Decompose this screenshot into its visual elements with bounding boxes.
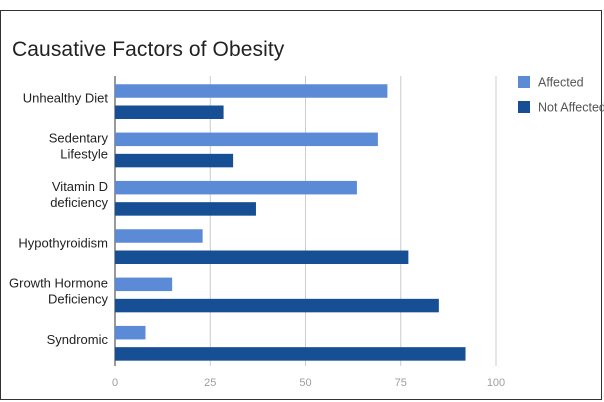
chart-frame: [0, 10, 602, 400]
legend: Affected Not Affected: [518, 76, 604, 115]
bar-affected: [115, 325, 146, 340]
bar-not-affected: [115, 250, 409, 264]
bar-affected: [115, 132, 378, 147]
x-tick-label: 0: [112, 377, 118, 389]
x-tick-labels: 0 25 50 75 100: [112, 377, 505, 389]
x-tick-label: 25: [204, 377, 216, 389]
x-tick-label: 75: [395, 377, 407, 389]
category-label: Unhealthy Diet: [23, 90, 109, 105]
x-tick-label: 100: [487, 377, 505, 389]
category-label: Growth Hormone: [9, 276, 108, 291]
category-label: Deficiency: [48, 292, 108, 307]
gridlines: [114, 76, 497, 366]
bar-affected: [115, 229, 203, 243]
chart-title: Causative Factors of Obesity: [12, 38, 285, 61]
legend-label: Affected: [538, 76, 584, 90]
category-label: Sedentary: [49, 131, 109, 146]
category-label: Vitamin D: [52, 179, 108, 194]
bar-affected: [115, 180, 357, 195]
legend-swatch: [518, 76, 530, 88]
bar-not-affected: [115, 347, 466, 361]
category-label: Lifestyle: [60, 147, 108, 162]
bar-not-affected: [115, 202, 256, 216]
legend-swatch: [518, 101, 530, 113]
x-tick-label: 50: [299, 377, 311, 389]
bars: [115, 84, 466, 361]
category-label: Hypothyroidism: [18, 235, 108, 250]
category-label: Syndromic: [47, 332, 109, 347]
legend-label: Not Affected: [538, 101, 604, 115]
bar-affected: [115, 277, 173, 292]
category-label: deficiency: [50, 195, 108, 210]
bar-not-affected: [115, 298, 439, 313]
bar-not-affected: [115, 105, 224, 119]
bar-affected: [115, 84, 388, 98]
bar-not-affected: [115, 153, 234, 168]
